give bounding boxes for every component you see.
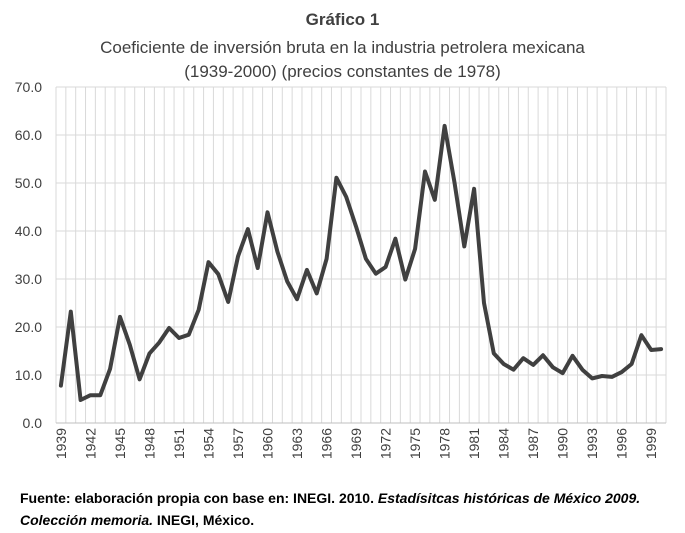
x-tick-label: 1972 <box>378 428 394 459</box>
source-suffix: INEGI, México. <box>153 512 255 528</box>
x-tick-label: 1948 <box>141 428 157 459</box>
x-tick-label: 1969 <box>348 428 364 459</box>
x-tick-label: 1987 <box>525 428 541 459</box>
x-tick-label: 1945 <box>112 428 128 459</box>
y-tick-label: 40.0 <box>15 223 42 239</box>
x-tick-label: 1939 <box>53 428 69 459</box>
x-tick-label: 1960 <box>260 428 276 459</box>
y-tick-label: 20.0 <box>15 319 42 335</box>
chart-subtitle: Coeficiente de inversión bruta en la ind… <box>40 36 645 84</box>
source-prefix: Fuente: elaboración propia con base en: … <box>20 490 378 506</box>
y-tick-label: 30.0 <box>15 271 42 287</box>
x-tick-label: 1954 <box>201 428 217 459</box>
x-tick-label: 1957 <box>230 428 246 459</box>
y-tick-label: 10.0 <box>15 367 42 383</box>
x-tick-label: 1984 <box>496 428 512 459</box>
y-tick-label: 0.0 <box>23 415 43 431</box>
x-tick-label: 1999 <box>643 428 659 459</box>
x-tick-label: 1966 <box>319 428 335 459</box>
chart-title: Gráfico 1 <box>305 10 380 29</box>
x-tick-label: 1981 <box>466 428 482 459</box>
chart-subtitle-line-2: (1939-2000) (precios constantes de 1978) <box>184 62 501 81</box>
x-tick-label: 1993 <box>584 428 600 459</box>
x-tick-label: 1951 <box>171 428 187 459</box>
source-note: Fuente: elaboración propia con base en: … <box>20 487 670 531</box>
x-tick-label: 1975 <box>407 428 423 459</box>
y-tick-label: 70.0 <box>15 79 42 95</box>
x-tick-label: 1978 <box>437 428 453 459</box>
series-line <box>58 123 664 402</box>
x-tick-label: 1963 <box>289 428 305 459</box>
x-tick-label: 1942 <box>82 428 98 459</box>
x-tick-label: 1996 <box>614 428 630 459</box>
chart-subtitle-line-1: Coeficiente de inversión bruta en la ind… <box>100 38 585 57</box>
y-tick-label: 50.0 <box>15 175 42 191</box>
x-tick-label: 1990 <box>555 428 571 459</box>
line-chart: 0.0 10.0 20.0 30.0 40.0 50.0 60.0 70.0 1939 1942 1… <box>15 79 667 459</box>
y-tick-label: 60.0 <box>15 127 42 143</box>
source-title: Estadísitcas históricas de México 2009. … <box>20 490 641 528</box>
